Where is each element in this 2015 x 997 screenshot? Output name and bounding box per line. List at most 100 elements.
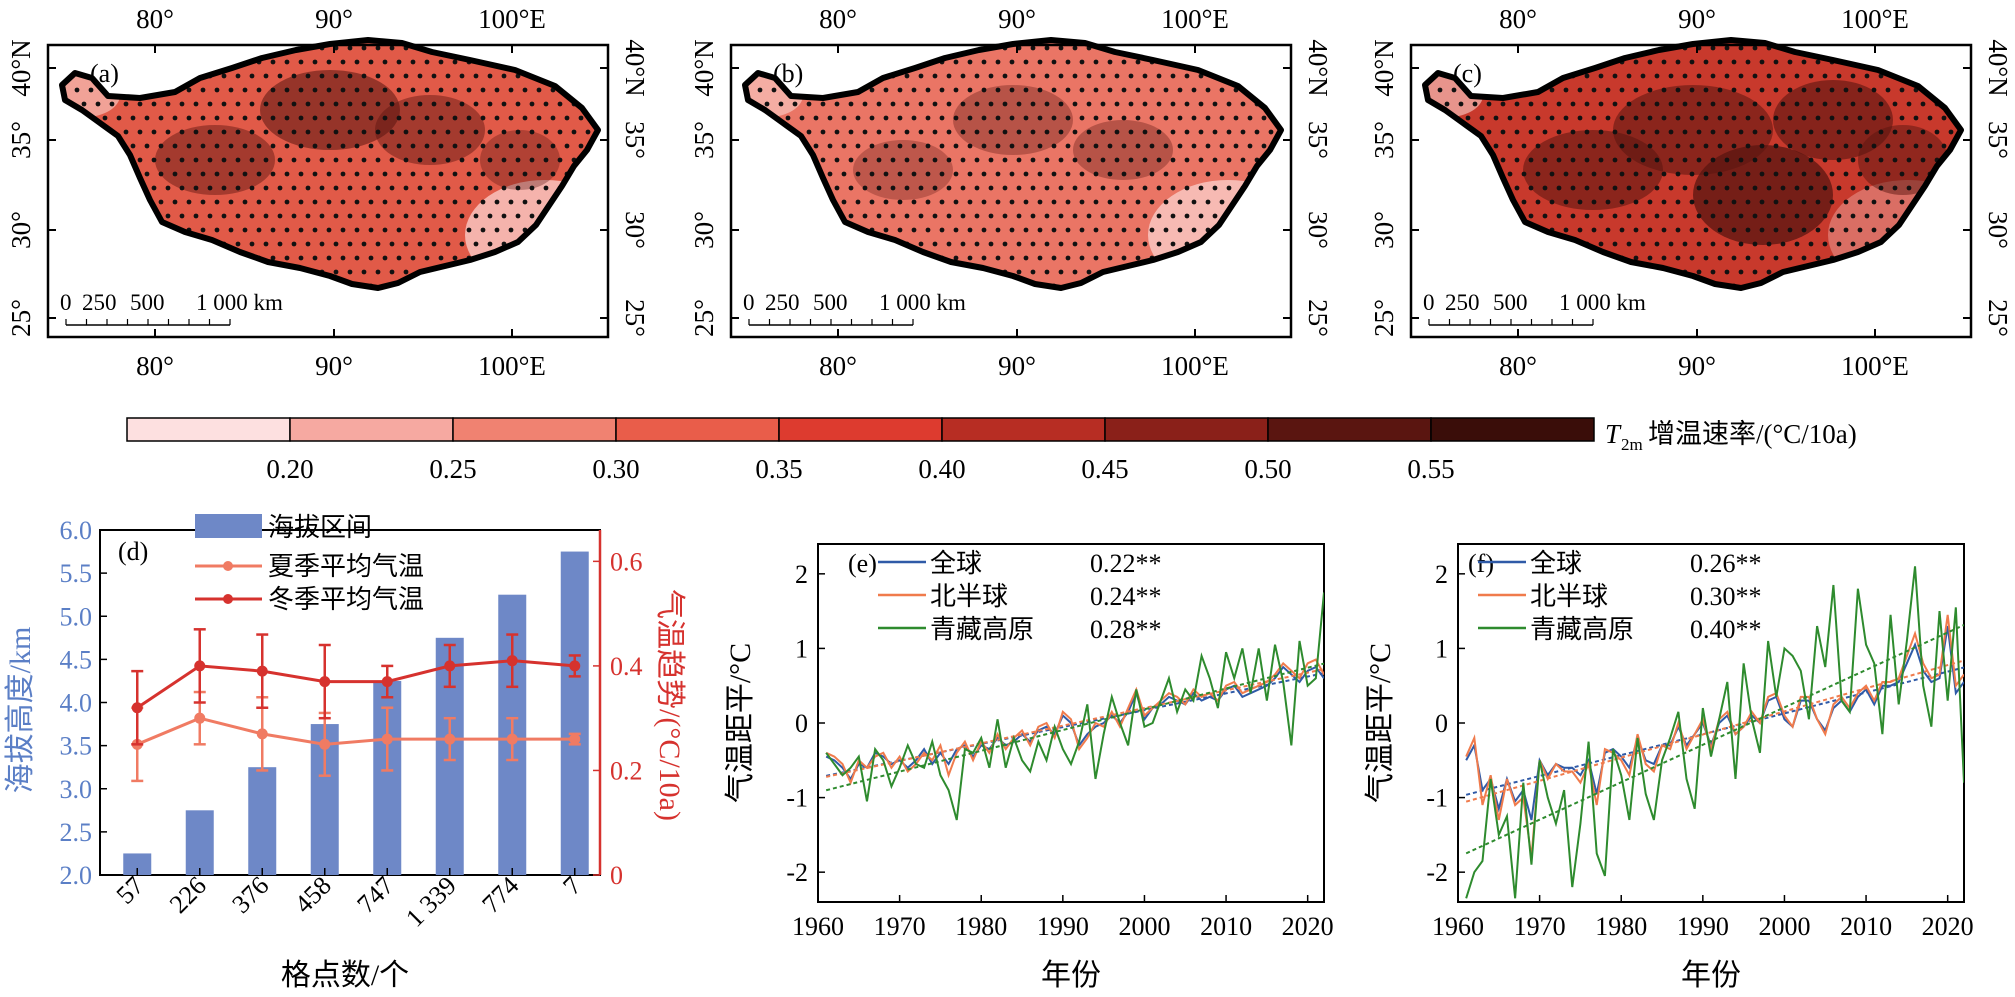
legend: 全球 0.26** 北半球 0.30** 青藏高原 0.40**: [1478, 549, 1762, 644]
lon-tick-label-bottom: 80°: [819, 351, 857, 381]
colorbar-tick-label: 0.40: [918, 454, 965, 484]
anomaly-series: [825, 658, 1324, 786]
trend-point: [194, 660, 206, 672]
low-rate-region: [1828, 180, 1961, 288]
x-tick-label: 1990: [1677, 912, 1729, 941]
elevation-trend-chart: 2.0 2.5 3.0 3.5 4.0 4.5 5.0 5.5 6.0 0 0.2 0.4 0.6 57 2…: [4, 513, 686, 992]
plateau-boundary: [59, 37, 601, 291]
legend-label: 全球: [1530, 549, 1582, 578]
anomaly-series: [1465, 625, 1964, 821]
y-tick-label: 4.5: [60, 645, 93, 674]
x-tick-label: 747: [351, 871, 399, 919]
panel-label: (a): [90, 59, 119, 88]
lat-tick-label-right: 25°: [1303, 299, 1333, 337]
colorbar-tick-label: 0.45: [1081, 454, 1128, 484]
legend-trend-value: 0.30**: [1690, 582, 1762, 611]
plateau-boundary: [1422, 37, 1964, 291]
plateau-boundary: [742, 37, 1284, 291]
trend-fit-line: [1465, 659, 1964, 803]
lon-tick-label-top: 90°: [998, 4, 1036, 34]
legend-label: 北半球: [1530, 582, 1608, 611]
scalebar-label: 500: [1493, 290, 1528, 315]
lat-tick-label-right: 35°: [1983, 121, 2013, 159]
scalebar-label: 250: [1445, 290, 1480, 315]
y-tick-label: 2.0: [60, 861, 93, 890]
lon-tick-label-bottom: 80°: [136, 351, 174, 381]
y-tick-label: 2: [1435, 560, 1448, 589]
legend-trend-value: 0.24**: [1090, 582, 1162, 611]
y-axis-label: 气温距平/°C: [1364, 643, 1397, 803]
y-tick-label: 1: [795, 634, 808, 663]
y-tick-label: 5.5: [60, 559, 93, 588]
colorbar-cell: [941, 417, 1106, 442]
y-tick-label: 0: [1435, 709, 1448, 738]
y-tick-label: 1: [1435, 634, 1448, 663]
scalebar-label: 250: [765, 290, 800, 315]
x-tick-label: 1970: [874, 912, 926, 941]
trend-point: [506, 655, 518, 667]
trend-point: [131, 702, 143, 714]
scalebar-label: 1 000 km: [1559, 290, 1646, 315]
lon-tick-label-top: 90°: [1678, 4, 1716, 34]
panel-label: (b): [773, 59, 803, 88]
y-tick-label: -1: [1426, 784, 1448, 813]
scalebar-label: 1 000 km: [879, 290, 966, 315]
y-tick-label-right: 0.4: [610, 652, 643, 681]
map-frame: [1409, 43, 1973, 339]
elevation-bar: [123, 853, 152, 875]
legend-label-winter: 冬季平均气温: [268, 585, 424, 614]
lat-tick-label-right: 25°: [1983, 299, 2013, 337]
y-tick-label-right: 0: [610, 861, 623, 890]
elevation-bar: [248, 767, 277, 875]
map-panel: 80° 80° 90° 90° 100°E 100°E 40°N 40°N 35° 35° 30° 3…: [689, 4, 1333, 381]
trend-point: [319, 676, 331, 688]
colorbar-cell: [452, 417, 617, 442]
y-tick-label: -1: [786, 784, 808, 813]
high-rate-region: [1073, 120, 1173, 180]
trend-point: [569, 733, 581, 745]
trend-point: [319, 738, 331, 750]
x-tick-label: 2010: [1840, 912, 1892, 941]
x-tick-label: 458: [289, 871, 337, 919]
x-tick-label: 2020: [1282, 912, 1334, 941]
scalebar-label: 0: [1423, 290, 1435, 315]
colorbar-cell: [1267, 417, 1432, 442]
lat-tick-label-left: 40°N: [1369, 39, 1399, 96]
x-tick-label: 1970: [1514, 912, 1566, 941]
lat-tick-label-right: 40°N: [1303, 39, 1333, 96]
legend-trend-value: 0.22**: [1090, 549, 1162, 578]
colorbar-label-subscript: 2m: [1621, 435, 1643, 454]
legend-marker-winter: [223, 594, 233, 604]
x-tick-label: 774: [476, 871, 524, 919]
lat-tick-label-left: 30°: [6, 211, 36, 249]
trend-point: [506, 733, 518, 745]
legend-trend-value: 0.26**: [1690, 549, 1762, 578]
map-frame: [729, 43, 1293, 339]
lat-tick-label-right: 30°: [1303, 211, 1333, 249]
panel-label: (f): [1468, 549, 1494, 578]
y-tick-label: -2: [786, 858, 808, 887]
high-rate-region: [853, 140, 953, 200]
anomaly-series: [825, 592, 1324, 821]
high-rate-region: [1523, 130, 1663, 210]
legend-trend-value: 0.40**: [1690, 615, 1762, 644]
lon-tick-label-top: 100°E: [1841, 4, 1909, 34]
lat-tick-label-left: 25°: [1369, 299, 1399, 337]
lon-tick-label-bottom: 90°: [998, 351, 1036, 381]
lon-tick-label-bottom: 90°: [315, 351, 353, 381]
colorbar-tick-label: 0.25: [429, 454, 476, 484]
high-rate-region: [155, 125, 275, 195]
colorbar-tick-label: 0.20: [266, 454, 313, 484]
legend-trend-value: 0.28**: [1090, 615, 1162, 644]
colorbar-cell: [1104, 417, 1269, 442]
colorbar-label: 增温速率/(°C/10a): [1648, 419, 1857, 449]
x-tick-label: 2000: [1118, 912, 1170, 941]
trend-line: [136, 716, 575, 746]
lat-tick-label-right: 35°: [620, 121, 650, 159]
lat-tick-label-left: 25°: [689, 299, 719, 337]
trend-fit-line: [1465, 624, 1964, 855]
scalebar-label: 500: [813, 290, 848, 315]
y-tick-label: 5.0: [60, 602, 93, 631]
trend-point: [569, 660, 581, 672]
